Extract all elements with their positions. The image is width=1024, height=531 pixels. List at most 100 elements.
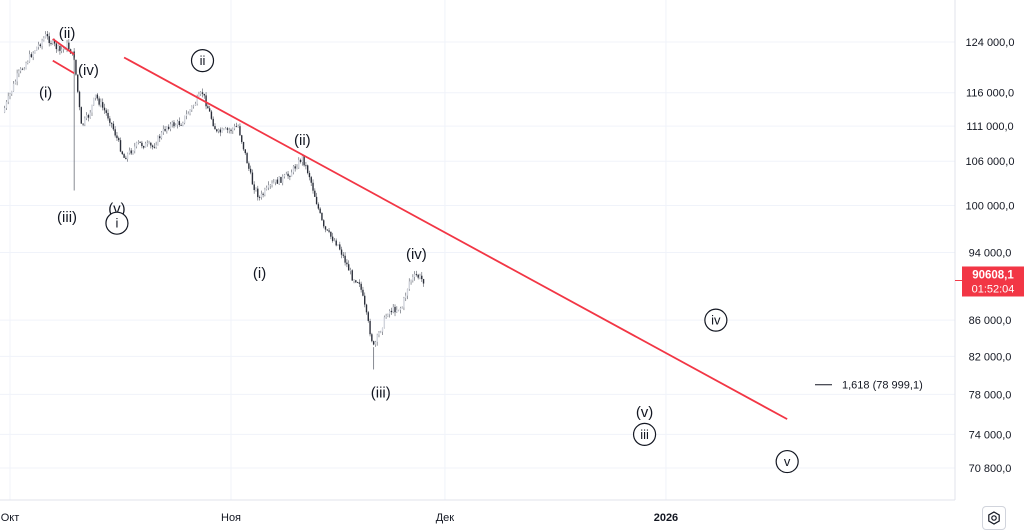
candle-body [101,102,104,108]
wave-label-circled: v [775,449,799,474]
candle-body [3,108,6,113]
wave-label-circled: i [105,211,129,235]
wave-label: (ii) [294,132,311,149]
candle-body [57,45,59,50]
candle-body [130,150,132,154]
price-tick-label: 78 000,0 [969,389,1012,401]
candle-body [73,51,75,60]
candle-body [185,114,188,116]
candle-body [118,138,120,141]
candle-body [21,68,24,70]
time-axis[interactable]: Окт Ноя Дек 2026 [1,512,678,524]
time-tick-label: Дек [436,512,455,524]
wave-labels: (ii) (i) (iv) (v) i (iii) ii (ii) (i) (iv) (iii) iv… [39,25,799,474]
candle-body [43,37,45,41]
candle-body [387,314,389,317]
wave-label-text: i [116,216,119,231]
candle-body [390,310,393,313]
candle-body [353,280,355,282]
candle-body [244,149,246,154]
chart-settings-button[interactable] [982,506,1006,530]
candle-body [283,174,286,177]
candle-body [333,240,336,242]
candle-body [55,43,58,50]
candle-body [159,136,161,139]
candle-body [310,177,312,183]
candle-body [112,123,115,130]
candle-body [66,42,68,50]
candlestick-series [3,30,425,370]
candle-body [296,167,298,169]
wave-label-circled: ii [190,49,215,73]
candle-body [36,47,38,51]
candle-body [349,270,352,272]
candle-body [23,68,25,70]
current-price-badge: 90608,1 01:52:04 [955,266,1024,297]
wave-label: (i) [253,265,266,282]
candle-body [37,44,40,48]
candle-body [121,151,123,155]
candle-body [422,279,425,284]
time-tick-label: 2026 [654,512,678,524]
candle-body [233,126,236,129]
candle-body [312,182,314,191]
candle-body [212,118,214,127]
candle-body [285,173,287,175]
price-axis[interactable]: 124 000,0 116 000,0 111 000,0 106 000,0 100 … [966,37,1015,475]
candle-body [16,73,18,82]
wedge-line [52,38,75,56]
price-tick-label: 116 000,0 [966,88,1014,100]
settings-gear-icon [988,511,1000,525]
candle-body [328,230,330,232]
candle-body [388,310,391,315]
wave-label-text: v [784,454,791,469]
candle-body [50,43,52,44]
candle-body [135,142,138,147]
candle-body [396,309,398,313]
candle-body [419,275,421,278]
candle-body [28,54,31,62]
candle-body [262,193,264,195]
price-tick-label: 106 000,0 [966,156,1015,168]
candle-body [91,104,93,113]
candle-body [125,157,127,160]
candle-body [128,150,131,154]
candle-body [380,331,382,333]
candle-body [274,179,277,183]
candle-body [323,220,325,227]
candle-body [230,129,232,131]
candle-body [5,101,8,109]
candle-body [137,141,140,143]
candle-body [249,168,252,173]
candle-body [116,135,118,139]
candle-body [171,122,173,125]
candle-body [337,244,339,246]
candle-body [306,165,309,174]
candle-body [315,196,318,205]
candle-body [347,264,350,271]
chart-grid [0,0,955,500]
candle-body [98,98,100,105]
candle-body [167,126,170,129]
candle-body [14,81,17,84]
candle-body [157,136,159,145]
candle-body [251,172,254,185]
candle-body [392,306,394,313]
candle-body [394,306,396,313]
wave-label: (v) [636,404,654,421]
candle-body [401,307,403,309]
candle-body [216,129,218,132]
candle-body [52,40,54,44]
candle-body [194,103,197,106]
candle-body [139,141,141,143]
candle-body [408,281,410,290]
candle-body [207,106,209,109]
candle-body [314,190,316,197]
candle-body [39,44,42,47]
candle-body [153,146,156,148]
candle-body [376,334,378,342]
candle-body [265,187,268,190]
wave-circle [105,211,129,235]
candle-body [346,262,348,265]
